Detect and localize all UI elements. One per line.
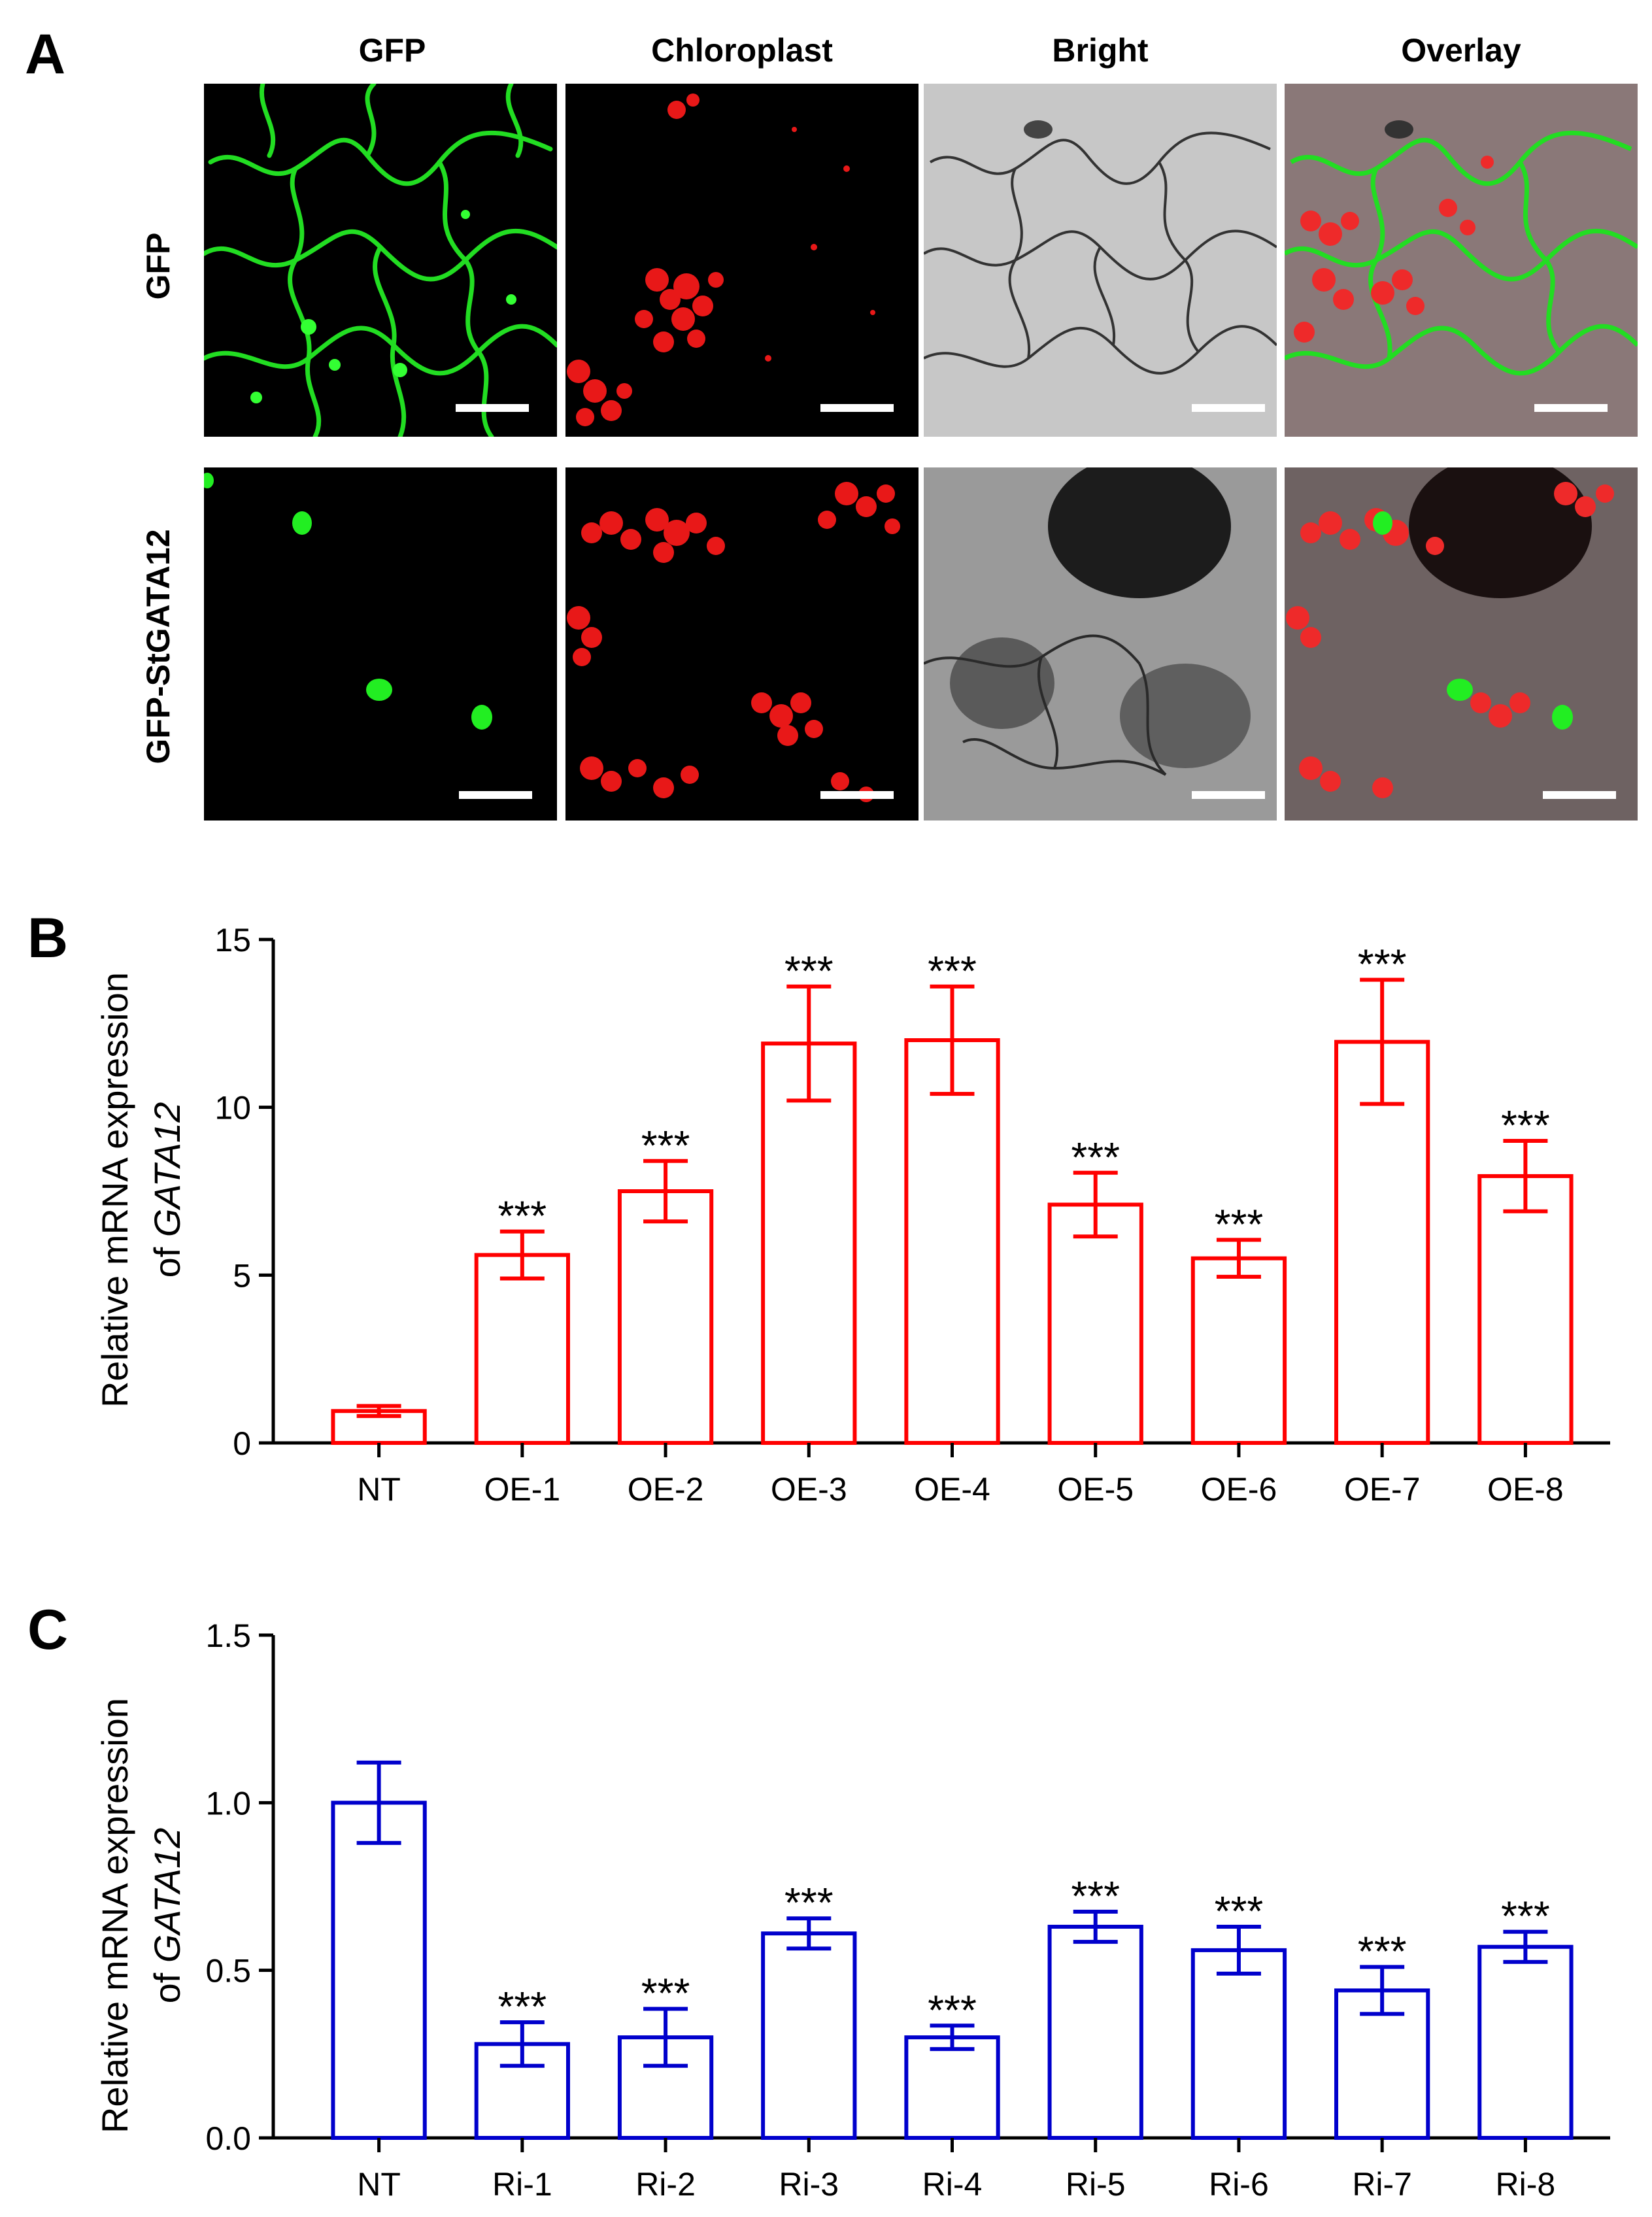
x-tick-label: Ri-1 <box>492 2166 552 2203</box>
micrograph-gfp-bright <box>924 84 1277 437</box>
svg-text:Relative mRNA expression: Relative mRNA expression <box>94 972 135 1408</box>
x-tick-label: OE-8 <box>1487 1471 1564 1508</box>
significance-label: *** <box>497 1193 547 1240</box>
column-header-gfp: GFP <box>358 32 426 69</box>
svg-text:of GATA12: of GATA12 <box>146 1828 188 2004</box>
micrograph-gfp-overlay <box>1285 84 1638 437</box>
row-label-gfp: GFP <box>140 232 177 300</box>
column-header-overlay: Overlay <box>1401 32 1521 69</box>
x-tick-label: Ri-7 <box>1352 2166 1412 2203</box>
x-tick-label: Ri-2 <box>635 2166 696 2203</box>
bar-ri-3 <box>761 1931 857 2140</box>
micrograph-stgata12-bright <box>924 467 1277 821</box>
significance-label: *** <box>1215 1887 1264 1935</box>
significance-label: *** <box>497 1983 547 2030</box>
y-tick-label: 5 <box>233 1257 251 1294</box>
bar-oe-2 <box>617 1189 714 1445</box>
y-tick-label: 1.0 <box>205 1785 251 1821</box>
column-header-bright: Bright <box>1052 32 1149 69</box>
y-axis-label: Relative mRNA expression of GATA12 <box>94 1698 188 2133</box>
significance-label: *** <box>1501 1102 1550 1149</box>
significance-label: *** <box>641 1970 690 2017</box>
significance-label: *** <box>784 1879 834 1926</box>
x-tick-label: OE-2 <box>628 1471 704 1508</box>
significance-label: *** <box>1071 1134 1120 1181</box>
micrograph-gfp-gfp <box>204 84 557 437</box>
bar-chart-b: Relative mRNA expression of GATA12 *** **… <box>94 922 1610 1508</box>
bar-oe-6 <box>1190 1256 1287 1446</box>
significance-label: *** <box>928 947 977 994</box>
bar-oe-3 <box>761 1041 857 1445</box>
bar-ri-6 <box>1190 1948 1287 2140</box>
svg-text:Relative mRNA expression: Relative mRNA expression <box>94 1698 135 2133</box>
y-axis-label: Relative mRNA expression of GATA12 <box>94 972 188 1408</box>
x-tick-label: OE-1 <box>484 1471 560 1508</box>
bar-ri-8 <box>1477 1944 1574 2141</box>
significance-label: *** <box>1071 1872 1120 1920</box>
x-tick-label: Ri-5 <box>1066 2166 1126 2203</box>
bar-chart-c: Relative mRNA expression of GATA12 *** **… <box>94 1617 1610 2203</box>
x-tick-label: Ri-6 <box>1209 2166 1269 2203</box>
x-tick-label: OE-3 <box>771 1471 847 1508</box>
x-tick-label: NT <box>357 1471 401 1508</box>
panel-a-letter: A <box>25 23 66 86</box>
y-tick-label: 1.5 <box>205 1617 251 1654</box>
micrograph-stgata12-gfp <box>204 467 557 821</box>
bar-oe-1 <box>474 1253 570 1445</box>
significance-label: *** <box>641 1122 690 1169</box>
bar-nt <box>331 1801 427 2141</box>
significance-label: *** <box>928 1986 977 2033</box>
bar-oe-4 <box>904 1038 1000 1445</box>
micrograph-stgata12-overlay <box>1285 467 1638 821</box>
x-tick-label: Ri-8 <box>1496 2166 1556 2203</box>
bar-oe-5 <box>1047 1202 1143 1445</box>
panel-b-letter: B <box>27 907 69 970</box>
micrograph-stgata12-chloroplast <box>565 467 919 821</box>
y-tick-label: 10 <box>214 1090 251 1126</box>
x-tick-label: OE-4 <box>914 1471 990 1508</box>
significance-label: *** <box>1358 1928 1407 1975</box>
y-tick-label: 0 <box>233 1425 251 1462</box>
significance-label: *** <box>1501 1893 1550 1940</box>
y-tick-label: 0.5 <box>205 1953 251 1989</box>
x-tick-label: Ri-4 <box>922 2166 983 2203</box>
significance-label: *** <box>784 947 834 994</box>
svg-text:of GATA12: of GATA12 <box>146 1102 188 1278</box>
x-tick-label: OE-7 <box>1344 1471 1421 1508</box>
row-label-gfp-stgata12: GFP-StGATA12 <box>140 529 177 764</box>
micrograph-gfp-chloroplast <box>565 84 919 437</box>
column-header-chloroplast: Chloroplast <box>651 32 833 69</box>
y-tick-label: 0.0 <box>205 2120 251 2157</box>
significance-label: *** <box>1358 941 1407 988</box>
y-tick-label: 15 <box>214 922 251 958</box>
bar-ri-4 <box>904 2035 1000 2141</box>
x-tick-label: Ri-3 <box>779 2166 839 2203</box>
x-tick-label: NT <box>357 2166 401 2203</box>
bar-oe-8 <box>1477 1174 1574 1445</box>
x-tick-label: OE-6 <box>1201 1471 1277 1508</box>
bar-ri-5 <box>1047 1925 1143 2141</box>
panel-c-letter: C <box>27 1599 69 1661</box>
x-tick-label: OE-5 <box>1057 1471 1134 1508</box>
significance-label: *** <box>1215 1200 1264 1247</box>
